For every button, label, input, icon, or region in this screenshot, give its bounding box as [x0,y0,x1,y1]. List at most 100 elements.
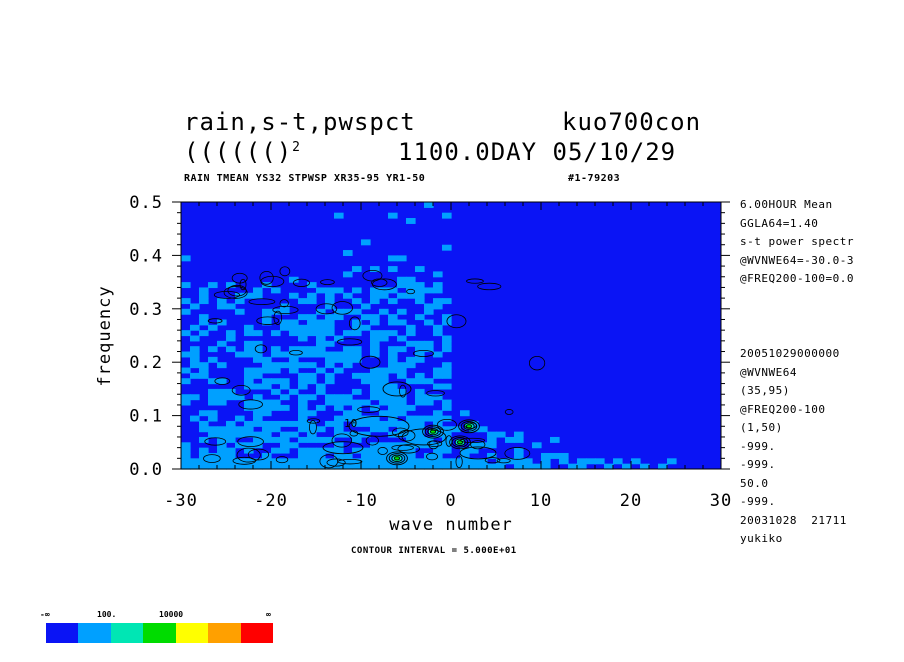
heatmap-cell [370,388,380,395]
heatmap-cell [442,335,452,342]
heatmap-cell [370,298,380,305]
heatmap-cell [352,346,362,353]
contour-line [484,457,501,464]
heatmap-cell [289,346,299,353]
legend-bar [46,623,273,643]
heatmap-cell [370,383,380,390]
heatmap-cell [352,410,362,417]
heatmap-cell [442,298,452,305]
heatmap-cell [244,367,254,374]
heatmap-cell [406,340,416,347]
heatmap-cell [262,458,272,465]
heatmap-cell [280,308,290,315]
heatmap-cell [235,463,245,470]
contour-line [371,278,388,287]
heatmap-cell [478,426,488,433]
y-tick-label: 0.3 [129,300,163,320]
heatmap-cell [298,447,308,454]
heatmap-cell [361,399,371,406]
heatmap-cell [235,298,245,305]
heatmap-cell [469,420,479,427]
heatmap-cell [406,431,416,438]
heatmap-cell [235,442,245,449]
heatmap-cell [325,394,335,401]
heatmap-cell [388,351,398,358]
title-right: kuo700con [562,108,702,136]
legend-swatch [240,623,273,643]
heatmap-cell [388,404,398,411]
heatmap-cell [316,319,326,326]
heatmap-cell [217,340,227,347]
heatmap-cell [604,463,614,470]
contour-peak-ring [429,429,437,434]
heatmap-cell [343,250,353,256]
heatmap-cell [190,394,200,401]
heatmap-cell [217,452,227,459]
heatmap-cell [334,212,344,219]
heatmap-cell [298,404,308,411]
heatmap-cell [244,404,254,411]
contour-line [275,456,289,464]
heatmap-cell [199,367,209,374]
heatmap-cell [208,431,218,438]
heatmap-cell [334,426,344,433]
heatmap-cell [325,436,335,443]
heatmap-cell [415,266,425,273]
heatmap-cell [289,330,299,337]
heatmap-cell [298,330,308,337]
heatmap-cell [325,420,335,427]
heatmap-cell [190,303,200,310]
heatmap-cell [316,447,326,454]
heatmap-cell [352,404,362,411]
heatmap-cell [433,458,443,465]
heatmap-cell [406,452,416,459]
heatmap-cell [325,303,335,310]
contour-peak-ring [424,426,442,437]
heatmap-cell [262,404,272,411]
heatmap-cell [442,244,452,251]
heatmap-cell [226,282,236,289]
heatmap-cell [397,319,407,326]
heatmap-cell [226,420,236,427]
heatmap-cell [415,298,425,305]
heatmap-cell [442,436,452,443]
heatmap-cell [208,463,218,470]
heatmap-cell [397,426,407,433]
heatmap-cell [379,442,389,449]
heatmap-cell [334,415,344,422]
heatmap-cell [388,399,398,406]
heatmap-cell [208,394,218,401]
heatmap-cell [298,351,308,358]
contour-line [362,270,383,282]
heatmap-cell [388,388,398,395]
heatmap-cell [523,458,533,465]
heatmap-cell [181,394,191,401]
heatmap-cell [352,298,362,305]
heatmap-cell [307,351,317,358]
heatmap-cell [406,442,416,449]
heatmap-cell [289,367,299,374]
heatmap-cell [352,356,362,363]
heatmap-cell [424,340,434,347]
heatmap-cell [271,436,281,443]
heatmap-cell [388,266,398,273]
heatmap-cell [334,351,344,358]
heatmap-cell [253,287,263,294]
heatmap-cell [280,351,290,358]
heatmap-cell [397,431,407,438]
heatmap-cell [496,463,506,470]
heatmap-cell [298,298,308,305]
heatmap-cell [244,458,254,465]
heatmap-cell [298,335,308,342]
heatmap-cell [325,447,335,454]
heatmap-cell [370,463,380,470]
heatmap-cell [406,378,416,385]
heatmap-cell [280,436,290,443]
heatmap-cell [253,383,263,390]
heatmap-cell [226,330,236,337]
heatmap-cell [388,442,398,449]
heatmap-cell [289,420,299,427]
heatmap-cell [190,335,200,342]
heatmap-cell [217,319,227,326]
heatmap-cell [325,330,335,337]
